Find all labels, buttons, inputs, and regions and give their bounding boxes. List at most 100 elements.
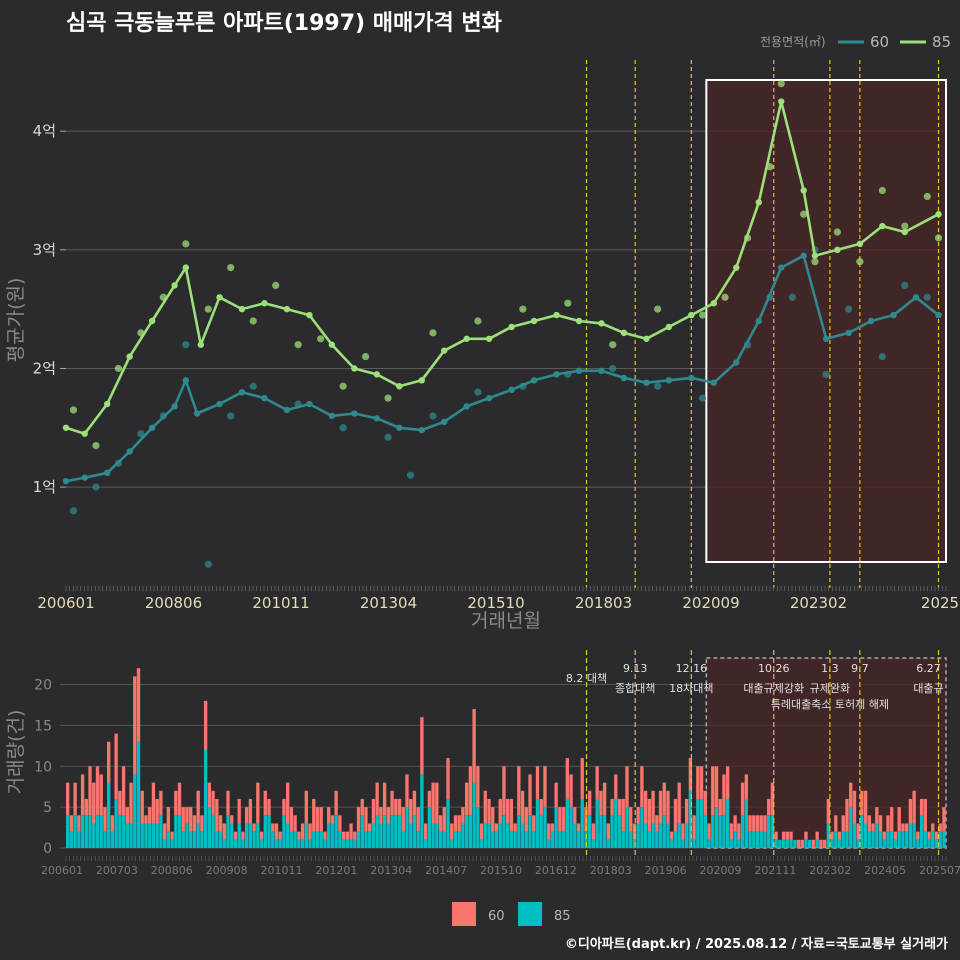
bar-60-145: [606, 823, 611, 840]
bar-60-222: [893, 831, 898, 840]
bar-85-86: [386, 823, 391, 848]
scatter-point-85-5: [182, 240, 190, 248]
bar-60-136: [573, 807, 577, 824]
bar-60-117: [502, 766, 506, 816]
bar-85-64: [304, 823, 308, 848]
volume-x-tick-label-4: 201011: [261, 864, 303, 877]
bar-85-36: [200, 831, 204, 848]
bar-85-50: [252, 831, 256, 848]
series-point-85-15: [373, 371, 381, 378]
scatter-point-85-28: [833, 228, 842, 236]
bar-85-21: [144, 823, 148, 848]
series-point-60-11: [283, 406, 291, 414]
series-point-60-16: [396, 424, 403, 431]
bar-85-98: [431, 823, 435, 848]
scatter-point-85-15: [429, 329, 437, 337]
bar-60-19: [136, 668, 141, 742]
bar-85-193: [785, 839, 789, 848]
bar-85-155: [643, 823, 648, 848]
bar-60-65: [308, 823, 312, 840]
bar-60-186: [759, 815, 763, 832]
bar-60-94: [416, 807, 420, 832]
bar-60-228: [916, 831, 920, 840]
bar-60-121: [517, 766, 521, 816]
bar-60-172: [707, 823, 711, 840]
volume-y-tick-label-1: 5: [43, 800, 52, 816]
bar-60-51: [256, 782, 260, 824]
bar-60-213: [860, 790, 864, 816]
volume-x-tick-label-9: 201612: [535, 864, 577, 877]
bar-60-208: [841, 815, 845, 832]
bar-60-62: [297, 831, 301, 840]
bar-85-118: [506, 823, 510, 848]
series-point-60-33: [778, 264, 785, 271]
bar-60-219: [882, 831, 886, 840]
bar-60-98: [431, 782, 435, 824]
y-axis-label: 평균가(원): [5, 278, 27, 363]
bar-85-65: [308, 839, 312, 848]
series-point-85-13: [328, 341, 336, 348]
bar-85-157: [651, 823, 655, 848]
scatter-point-60-17: [609, 364, 617, 373]
bar-85-110: [476, 807, 480, 848]
bar-85-221: [890, 831, 894, 848]
bar-60-187: [763, 815, 767, 832]
bar-60-232: [931, 823, 935, 832]
bar-85-148: [617, 815, 622, 848]
bar-85-216: [871, 831, 875, 848]
bar-85-80: [364, 831, 368, 848]
bar-85-73: [338, 831, 342, 848]
bar-60-54: [267, 798, 271, 816]
bar-60-211: [852, 790, 857, 824]
scatter-point-85-26: [800, 210, 808, 218]
bar-60-169: [696, 766, 700, 799]
y-tick-label-2: 3억: [33, 241, 56, 259]
bar-60-160: [662, 782, 666, 816]
bar-60-130: [550, 823, 555, 832]
bar-85-132: [558, 831, 562, 848]
bar-60-1: [69, 815, 74, 832]
series-point-60-6: [182, 377, 190, 384]
bar-85-195: [793, 839, 797, 848]
bar-60-201: [815, 831, 819, 840]
series-point-60-22: [530, 377, 538, 384]
bar-85-14: [118, 815, 122, 848]
bar-85-104: [453, 831, 458, 848]
bar-60-26: [162, 823, 167, 840]
series-point-60-30: [710, 379, 718, 386]
series-point-60-31: [733, 359, 740, 366]
bar-60-103: [450, 823, 454, 840]
bar-60-193: [785, 831, 789, 840]
scatter-point-60-24: [822, 370, 830, 378]
scatter-point-60-3: [137, 430, 145, 438]
series-point-60-3: [126, 448, 133, 455]
bar-60-157: [651, 790, 655, 824]
bar-85-156: [647, 831, 652, 848]
bar-60-123: [524, 807, 528, 832]
bar-60-134: [565, 758, 569, 799]
bar-85-84: [379, 823, 383, 848]
bar-60-12: [110, 815, 115, 832]
bar-85-105: [457, 831, 461, 848]
bar-60-129: [547, 823, 551, 840]
bar-85-34: [192, 831, 197, 848]
bar-85-153: [636, 823, 640, 848]
bar-85-126: [535, 798, 540, 848]
volume-x-tick-label-1: 200703: [96, 864, 138, 877]
bar-85-93: [412, 815, 417, 848]
bar-60-47: [241, 831, 245, 840]
bar-85-141: [591, 839, 596, 848]
bar-60-167: [688, 758, 693, 791]
series-point-60-34: [800, 252, 807, 259]
bar-60-231: [927, 831, 931, 840]
bar-85-94: [416, 831, 420, 848]
bar-60-46: [237, 798, 241, 824]
bar-60-188: [767, 798, 771, 816]
bar-60-150: [625, 766, 629, 808]
bar-60-174: [714, 766, 719, 808]
series-point-60-28: [665, 377, 673, 384]
bar-60-209: [845, 798, 849, 832]
bar-60-55: [271, 823, 275, 832]
bar-85-151: [629, 831, 633, 848]
bar-85-55: [271, 831, 275, 848]
